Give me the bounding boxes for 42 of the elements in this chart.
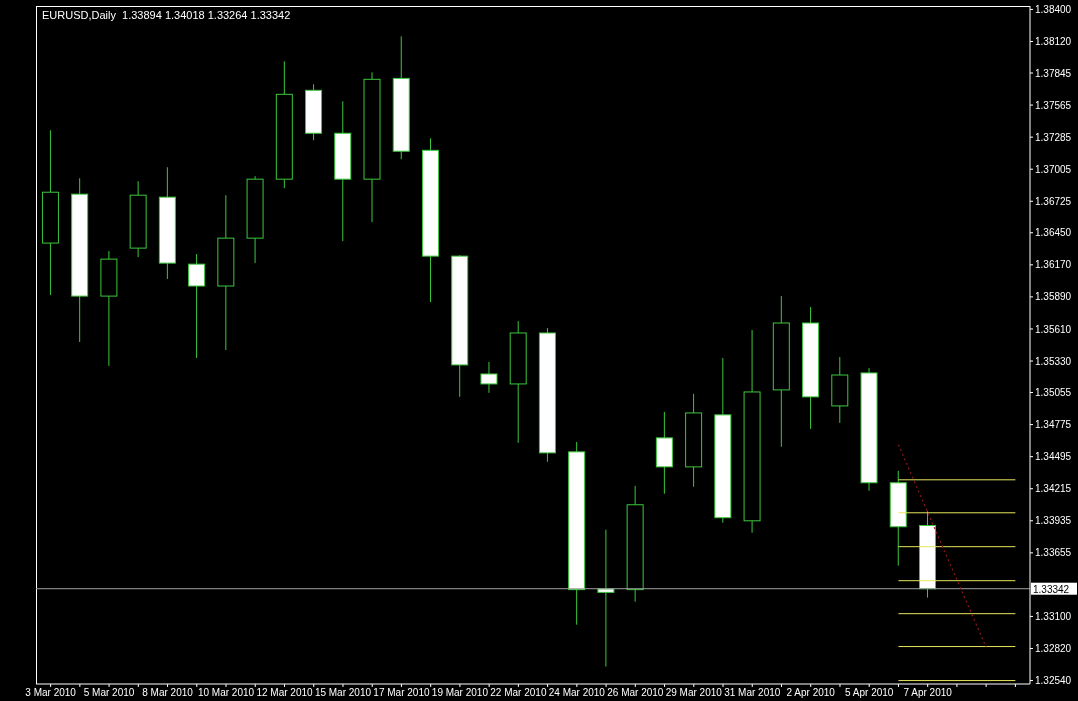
x-tick-label: 3 Mar 2010 xyxy=(25,687,77,699)
y-tick-label: 1.37285 xyxy=(1035,131,1072,143)
y-tick-label: 1.32540 xyxy=(1035,675,1072,687)
y-tick-label: 1.37845 xyxy=(1035,67,1072,79)
y-tick-label: 1.36725 xyxy=(1035,195,1072,207)
x-tick-label: 10 Mar 2010 xyxy=(197,687,255,699)
x-tick-label: 29 Mar 2010 xyxy=(665,687,723,699)
x-tick-label: 26 Mar 2010 xyxy=(607,687,664,699)
x-tick-label: 17 Mar 2010 xyxy=(373,687,430,699)
y-tick-label: 1.35055 xyxy=(1035,387,1072,399)
ref-line-label: 1.33342 xyxy=(1033,583,1070,595)
y-tick-label: 1.36450 xyxy=(1035,227,1072,239)
y-tick-label: 1.35890 xyxy=(1035,291,1072,303)
y-tick-label: 1.32820 xyxy=(1035,643,1072,655)
candlestick xyxy=(480,361,498,394)
x-tick-label: 8 Mar 2010 xyxy=(142,687,194,699)
chart-title: EURUSD,Daily 1.33894 1.34018 1.33264 1.33342 xyxy=(42,9,291,21)
y-tick-label: 1.34215 xyxy=(1035,483,1072,495)
y-tick-label: 1.33935 xyxy=(1035,515,1072,527)
x-tick-label: 5 Apr 2010 xyxy=(845,687,894,699)
candlestick xyxy=(597,529,615,668)
x-tick-label: 19 Mar 2010 xyxy=(431,687,489,699)
y-tick-label: 1.34495 xyxy=(1035,451,1072,463)
x-tick-label: 31 Mar 2010 xyxy=(724,687,781,699)
y-tick-label: 1.35610 xyxy=(1035,323,1072,335)
y-tick-label: 1.38400 xyxy=(1035,3,1072,15)
x-tick-label: 24 Mar 2010 xyxy=(548,687,606,699)
candlestick xyxy=(188,253,206,359)
y-tick-label: 1.38120 xyxy=(1035,36,1072,48)
y-tick-label: 1.36170 xyxy=(1035,259,1072,271)
y-tick-label: 1.35330 xyxy=(1035,355,1072,367)
y-tick-label: 1.34775 xyxy=(1035,419,1072,431)
y-tick-label: 1.33100 xyxy=(1035,610,1072,622)
x-tick-label: 5 Mar 2010 xyxy=(83,687,135,699)
x-tick-label: 15 Mar 2010 xyxy=(314,687,372,699)
x-tick-label: 7 Apr 2010 xyxy=(903,687,953,699)
x-tick-label: 22 Mar 2010 xyxy=(490,687,547,699)
x-tick-label: 12 Mar 2010 xyxy=(256,687,314,699)
y-tick-label: 1.37005 xyxy=(1035,163,1072,175)
x-tick-label: 2 Apr 2010 xyxy=(786,687,836,699)
y-tick-label: 1.33655 xyxy=(1035,547,1072,559)
y-tick-label: 1.37565 xyxy=(1035,99,1072,111)
